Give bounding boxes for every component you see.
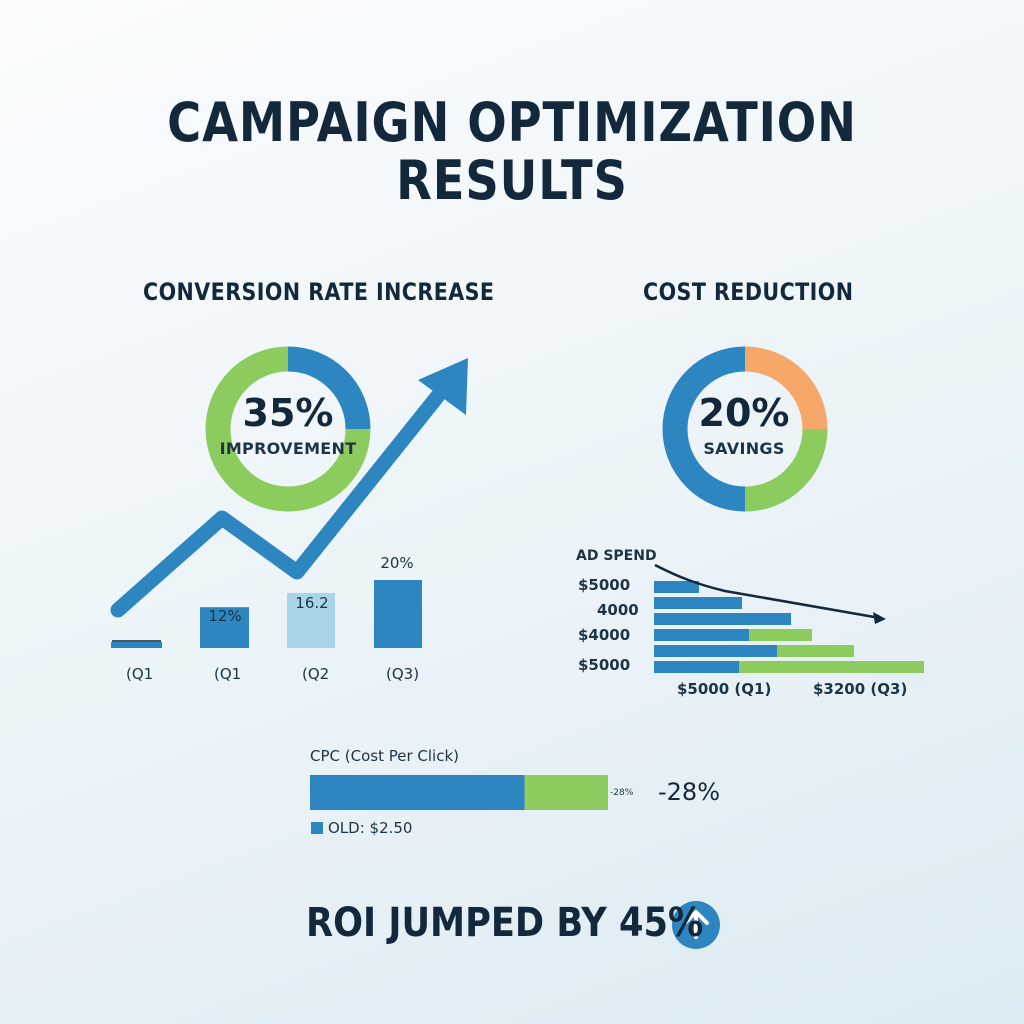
bar-data-label-4: 20% [380, 554, 414, 572]
cpc-title: CPC (Cost Per Click) [310, 747, 459, 765]
cpc-change-label: -28% [658, 778, 721, 806]
bar-category-2: (Q1 [214, 665, 242, 683]
conversion-bars [111, 580, 422, 648]
ad-spend-trend-arrow-icon [654, 563, 886, 624]
cost-donut [662, 346, 828, 512]
cpc-end-label-small: -28% [610, 788, 634, 798]
cpc-legend-text: OLD: $2.50 [328, 819, 413, 837]
conversion-bar-1 [111, 642, 162, 648]
conversion-bar-3 [287, 592, 335, 648]
conversion-donut-slice-2 [205, 346, 371, 512]
conversion-bar-2 [200, 607, 249, 648]
conversion-donut [205, 346, 371, 512]
ad-spend-row-label-3: $4000 [578, 626, 631, 644]
bar-category-3: (Q2 [302, 665, 330, 683]
ad-spend-row-label-1: $5000 [578, 576, 631, 594]
cpc-bar [310, 775, 608, 810]
bar-data-label-3: 16.2 [295, 594, 329, 612]
ad-spend-title: AD SPEND [576, 548, 657, 564]
ad-spend-row-6-green [739, 661, 924, 673]
ad-spend-row-3-blue [654, 613, 791, 625]
bar-category-4: (Q3) [386, 665, 420, 683]
conversion-section-title: CONVERSION RATE INCREASE [143, 278, 495, 306]
conversion-donut-slice-1 [287, 346, 371, 430]
conversion-center-value: 35% [242, 391, 334, 435]
trend-up-arrow-icon [110, 358, 468, 618]
cost-donut-slice-3 [662, 346, 746, 512]
cost-center-label: SAVINGS [703, 439, 785, 458]
cost-donut-slice-2 [744, 428, 828, 512]
ad-spend-x-label-2: $3200 (Q3) [813, 680, 908, 698]
bar-category-1: (Q1 [126, 665, 154, 683]
ad-spend-row-1-blue [654, 581, 699, 593]
cpc-segment-1 [310, 775, 525, 810]
page-title-line-1: CAMPAIGN OPTIMIZATION [167, 91, 857, 154]
ad-spend-row-5-green [777, 645, 854, 657]
cost-section-title: COST REDUCTION [643, 278, 854, 306]
cpc-legend-swatch [311, 822, 323, 834]
ad-spend-row-4-blue [654, 629, 749, 641]
ad-spend-row-2-blue [654, 597, 742, 609]
ad-spend-bars [654, 581, 924, 673]
cost-donut-slice-1 [744, 346, 828, 430]
ad-spend-row-4-green [749, 629, 812, 641]
arrow-up-circle-icon [672, 901, 720, 949]
cost-center-value: 20% [698, 391, 790, 435]
bar-data-label-2: 12% [208, 607, 242, 625]
ad-spend-row-5-blue [654, 645, 777, 657]
ad-spend-row-6-blue [654, 661, 739, 673]
roi-headline: ROI JUMPED BY 45% [306, 900, 704, 946]
ad-spend-x-label-1: $5000 (Q1) [677, 680, 772, 698]
page-title-line-2: RESULTS [396, 149, 628, 212]
ad-spend-row-label-4: $5000 [578, 656, 631, 674]
ad-spend-row-label-2: 4000 [597, 601, 639, 619]
conversion-center-label: IMPROVEMENT [219, 439, 357, 458]
conversion-bar-4 [374, 580, 422, 648]
cpc-segment-2 [524, 775, 608, 810]
